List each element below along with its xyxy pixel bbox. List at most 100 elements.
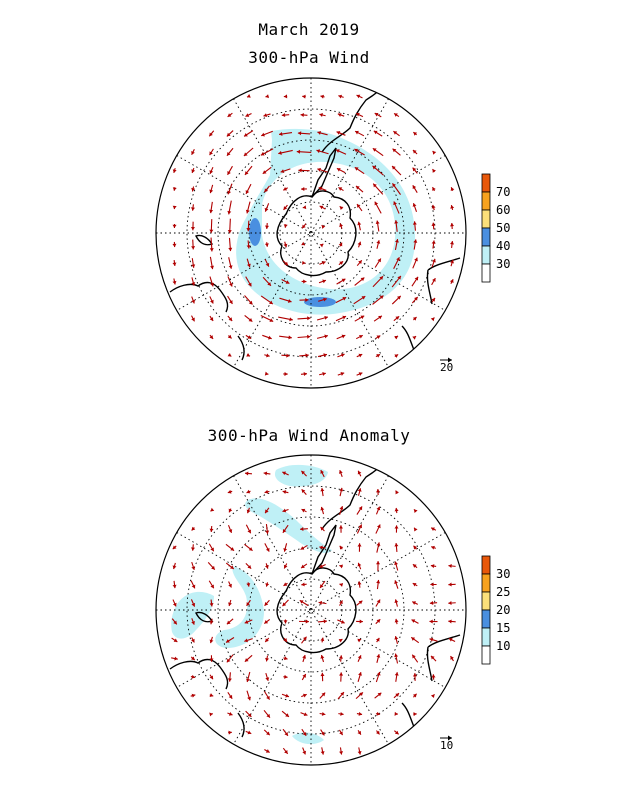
wind-arrow <box>280 168 291 174</box>
wind-arrow <box>191 186 196 192</box>
wind-arrow <box>394 635 399 645</box>
wind-arrow <box>227 295 233 305</box>
wind-arrow <box>338 638 343 643</box>
wind-arrow <box>172 167 177 174</box>
wind-arrow <box>393 130 400 137</box>
wind-arrow <box>282 471 289 476</box>
wind-arrow <box>244 619 253 624</box>
bottom-wind-vectors <box>171 469 456 755</box>
wind-arrow <box>394 618 399 625</box>
wind-arrow <box>227 183 233 195</box>
wind-arrow <box>450 222 455 230</box>
wind-arrow <box>297 131 311 136</box>
wind-arrow <box>356 372 363 376</box>
wind-arrow <box>225 637 235 643</box>
wind-arrow <box>191 148 195 156</box>
wind-arrow <box>283 656 288 661</box>
wind-arrow <box>301 470 307 477</box>
wind-arrow <box>372 295 384 305</box>
wind-arrow <box>191 258 196 268</box>
wind-arrow <box>320 654 325 663</box>
wind-arrow <box>432 186 436 192</box>
wind-arrow <box>356 506 363 515</box>
wind-arrow <box>260 148 274 156</box>
wind-arrow <box>372 275 384 288</box>
colorbar-swatch <box>481 227 491 247</box>
wind-arrow <box>353 295 366 305</box>
wind-arrow <box>246 599 251 607</box>
wind-arrow <box>171 656 178 661</box>
date-title: March 2019 <box>258 20 360 39</box>
wind-arrow <box>374 258 382 268</box>
wind-arrow <box>375 730 380 735</box>
wind-arrow <box>301 241 306 246</box>
wind-arrow <box>319 205 326 210</box>
wind-arrow <box>263 471 271 476</box>
wind-arrow <box>301 186 307 191</box>
wind-arrow <box>320 469 325 478</box>
wind-arrow <box>265 94 269 99</box>
wind-arrow <box>246 353 251 357</box>
wind-arrow <box>191 544 195 551</box>
wind-arrow <box>227 165 233 176</box>
wind-arrow <box>372 183 384 195</box>
wind-arrow <box>302 260 306 265</box>
wind-arrow <box>316 149 329 155</box>
wind-arrow <box>301 673 307 681</box>
wind-arrow <box>209 315 214 322</box>
wind-arrow <box>301 279 307 284</box>
wind-arrow <box>245 524 252 534</box>
wind-arrow <box>300 563 308 569</box>
wind-arrow <box>262 276 272 287</box>
wind-arrow <box>357 638 362 643</box>
wind-arrow <box>283 582 288 587</box>
wind-arrow <box>265 524 270 534</box>
wind-arrow <box>375 220 380 232</box>
wind-arrow <box>412 563 418 569</box>
wind-arrow <box>354 148 365 156</box>
wind-arrow <box>394 353 399 358</box>
wind-arrow <box>190 599 196 607</box>
wind-arrow <box>431 222 436 230</box>
wind-arrow <box>413 545 418 550</box>
wind-arrow <box>209 219 214 233</box>
wind-arrow <box>338 711 344 716</box>
wind-arrow <box>172 580 177 589</box>
wind-arrow <box>245 730 252 735</box>
wind-arrow <box>448 601 456 606</box>
wind-arrow <box>430 527 437 532</box>
wind-arrow <box>244 471 253 476</box>
wind-arrow <box>264 637 270 643</box>
wind-arrow <box>411 296 419 304</box>
wind-arrow <box>412 185 418 193</box>
wind-arrow <box>319 580 326 589</box>
wind-arrow <box>412 149 418 155</box>
wind-arrow <box>260 314 274 323</box>
wind-arrow <box>228 257 233 269</box>
wind-arrow <box>207 562 216 570</box>
wind-arrow <box>301 582 307 587</box>
wind-arrow <box>430 545 437 550</box>
wind-arrow <box>208 543 215 552</box>
wind-arrow <box>209 618 214 625</box>
wind-arrow <box>299 599 309 607</box>
wind-arrow <box>227 334 232 339</box>
wind-arrow <box>338 525 343 533</box>
wind-arrow <box>393 201 400 214</box>
wind-arrow <box>450 241 455 248</box>
wind-arrow <box>260 295 274 305</box>
colorbar-swatch <box>481 263 491 283</box>
wind-arrow <box>357 543 362 552</box>
wind-arrow <box>171 637 178 643</box>
wind-arrow <box>297 316 311 321</box>
wind-arrow <box>336 167 346 174</box>
wind-arrow <box>301 728 307 737</box>
wind-arrow <box>320 637 325 643</box>
top-coastlines <box>169 88 461 361</box>
wind-arrow <box>392 148 401 156</box>
wind-arrow <box>320 506 325 515</box>
wind-arrow <box>393 730 400 735</box>
wind-arrow <box>264 353 270 358</box>
wind-arrow <box>431 204 436 211</box>
wind-arrow <box>243 130 254 137</box>
